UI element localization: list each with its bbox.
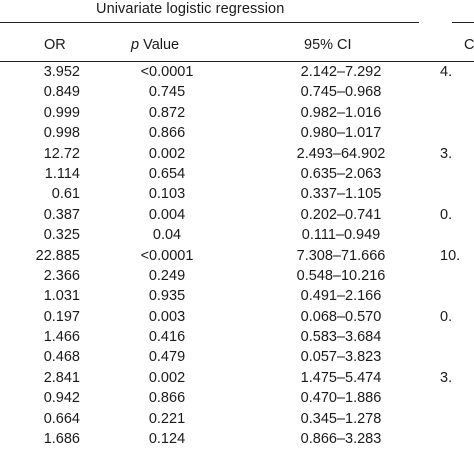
cell-ci: 0.470–1.886 — [300, 390, 382, 407]
cell-or: 0.664 — [43, 410, 80, 427]
cell-or: 1.466 — [43, 329, 80, 346]
table-row: 0.468 0.479 0.057–3.823 — [0, 347, 474, 367]
cell-next-partial: 10. — [440, 247, 461, 264]
table-row: 1.031 0.935 0.491–2.166 — [0, 286, 474, 306]
table-row: 0.849 0.745 0.745–0.968 — [0, 82, 474, 102]
cell-or: 0.61 — [51, 186, 80, 203]
table-row: 1.466 0.416 0.583–3.684 — [0, 327, 474, 347]
cell-or: 0.197 — [43, 308, 80, 325]
table-row: 22.885 <0.0001 7.308–71.666 10. — [0, 246, 474, 266]
cell-ci: 0.583–3.684 — [300, 329, 382, 346]
table-row: 3.952 <0.0001 2.142–7.292 4. — [0, 62, 474, 82]
cell-or: 1.686 — [43, 431, 80, 448]
cell-next-partial: 0. — [440, 206, 453, 223]
cell-ci: 0.548–10.216 — [296, 267, 386, 284]
cell-p-value: 0.416 — [148, 329, 186, 346]
cell-p-value: 0.654 — [148, 165, 186, 182]
table-row: 2.366 0.249 0.548–10.216 — [0, 266, 474, 286]
cell-or: 3.952 — [43, 64, 80, 80]
cell-ci: 0.491–2.166 — [300, 288, 382, 305]
cell-ci: 0.345–1.278 — [300, 410, 382, 427]
cell-or: 0.849 — [43, 84, 80, 101]
table-row: 0.387 0.004 0.202–0.741 0. — [0, 205, 474, 225]
cell-next-partial: 3. — [440, 369, 453, 386]
table-row: 2.841 0.002 1.475–5.474 3. — [0, 368, 474, 388]
cell-p-value: 0.872 — [148, 104, 186, 121]
table-row: 1.114 0.654 0.635–2.063 — [0, 164, 474, 184]
cell-p-value: 0.002 — [148, 145, 186, 162]
cell-p-value: 0.124 — [148, 431, 186, 448]
table-row: 0.325 0.04 0.111–0.949 — [0, 225, 474, 245]
group-underline — [0, 22, 419, 24]
cell-ci: 0.337–1.105 — [300, 186, 382, 203]
column-header-ci: 95% CI — [304, 37, 352, 53]
cell-or: 0.325 — [43, 227, 80, 244]
next-group-underline — [452, 22, 474, 24]
p-symbol: p — [131, 37, 140, 53]
cell-or: 0.999 — [43, 104, 80, 121]
cell-or: 2.366 — [43, 267, 80, 284]
table-row: 12.72 0.002 2.493–64.902 3. — [0, 144, 474, 164]
cell-ci: 2.142–7.292 — [300, 64, 382, 80]
cell-ci: 0.980–1.017 — [300, 125, 382, 142]
table-row: 0.998 0.866 0.980–1.017 — [0, 123, 474, 143]
cell-p-value: 0.003 — [148, 308, 186, 325]
cell-ci: 0.982–1.016 — [300, 104, 382, 121]
cell-ci: 0.635–2.063 — [300, 165, 382, 182]
cell-p-value: <0.0001 — [140, 64, 194, 80]
table-row: 0.664 0.221 0.345–1.278 — [0, 409, 474, 429]
cell-or: 1.114 — [44, 165, 80, 182]
cell-ci: 7.308–71.666 — [296, 247, 386, 264]
cell-ci: 0.111–0.949 — [301, 227, 381, 244]
cell-ci: 1.475–5.474 — [300, 369, 382, 386]
table-row: 0.197 0.003 0.068–0.570 0. — [0, 307, 474, 327]
table-row: 1.686 0.124 0.866–3.283 — [0, 429, 474, 449]
column-header-or: OR — [44, 37, 66, 53]
cell-ci: 0.202–0.741 — [300, 206, 382, 223]
cell-p-value: 0.249 — [148, 267, 186, 284]
cell-or: 22.885 — [35, 247, 80, 264]
cell-p-value: 0.004 — [148, 206, 186, 223]
cell-next-partial: 3. — [440, 145, 453, 162]
cell-next-partial: 4. — [440, 64, 453, 80]
table-group-title: Univariate logistic regression — [96, 1, 285, 17]
table-row: 0.942 0.866 0.470–1.886 — [0, 388, 474, 408]
cell-p-value: 0.103 — [148, 186, 186, 203]
cell-p-value: 0.866 — [148, 125, 186, 142]
table-row: 0.61 0.103 0.337–1.105 — [0, 184, 474, 204]
cell-p-value: 0.002 — [148, 369, 186, 386]
cell-ci: 2.493–64.902 — [296, 145, 386, 162]
cell-or: 1.031 — [43, 288, 80, 305]
column-header-p-value: p Value — [131, 36, 179, 54]
cell-or: 0.387 — [43, 206, 80, 223]
cell-p-value: 0.479 — [148, 349, 186, 366]
cell-p-value: 0.221 — [148, 410, 186, 427]
cell-or: 0.468 — [43, 349, 80, 366]
column-header-next-partial: C — [464, 37, 474, 53]
cell-ci: 0.866–3.283 — [300, 431, 382, 448]
cell-p-value: 0.866 — [148, 390, 186, 407]
p-value-label: Value — [139, 37, 180, 53]
cell-or: 0.998 — [43, 125, 80, 142]
cell-or: 12.72 — [43, 145, 80, 162]
cell-p-value: 0.04 — [152, 227, 182, 244]
cell-p-value: 0.745 — [148, 84, 186, 101]
cell-ci: 0.057–3.823 — [300, 349, 382, 366]
cell-or: 2.841 — [43, 369, 80, 386]
cell-p-value: 0.935 — [148, 288, 186, 305]
cell-next-partial: 0. — [440, 308, 453, 325]
table-body: 3.952 <0.0001 2.142–7.292 4. 0.849 0.745 0.745… — [0, 62, 474, 449]
cell-or: 0.942 — [43, 390, 80, 407]
table-row: 0.999 0.872 0.982–1.016 — [0, 103, 474, 123]
cell-p-value: <0.0001 — [140, 247, 194, 264]
cell-ci: 0.745–0.968 — [300, 84, 382, 101]
header-underline — [0, 61, 474, 63]
cell-ci: 0.068–0.570 — [300, 308, 382, 325]
